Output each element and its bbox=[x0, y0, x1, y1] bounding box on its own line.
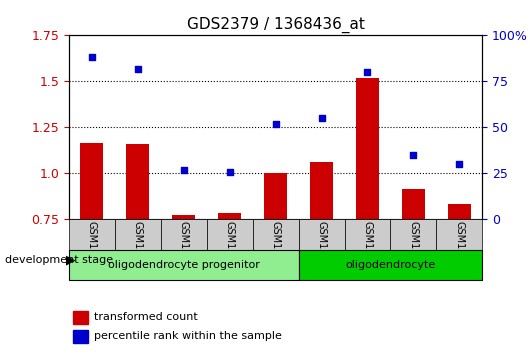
Bar bbox=[73, 330, 87, 343]
Text: GSM138219: GSM138219 bbox=[133, 221, 143, 280]
FancyBboxPatch shape bbox=[161, 219, 207, 250]
Point bbox=[134, 66, 142, 72]
Text: oligodendrocyte: oligodendrocyte bbox=[346, 259, 436, 270]
Bar bbox=[402, 189, 425, 219]
FancyBboxPatch shape bbox=[344, 219, 391, 250]
FancyBboxPatch shape bbox=[69, 250, 298, 280]
FancyBboxPatch shape bbox=[298, 219, 344, 250]
Text: percentile rank within the sample: percentile rank within the sample bbox=[94, 331, 281, 341]
Bar bbox=[126, 144, 149, 219]
Bar bbox=[73, 311, 87, 324]
Text: GSM138225: GSM138225 bbox=[409, 221, 418, 280]
Bar bbox=[310, 162, 333, 219]
Point bbox=[409, 152, 418, 158]
Bar bbox=[448, 204, 471, 219]
Text: development stage: development stage bbox=[5, 255, 113, 265]
Title: GDS2379 / 1368436_at: GDS2379 / 1368436_at bbox=[187, 16, 365, 33]
Point bbox=[225, 169, 234, 175]
Text: ▶: ▶ bbox=[66, 254, 76, 267]
FancyBboxPatch shape bbox=[436, 219, 482, 250]
Bar bbox=[172, 215, 195, 219]
Text: GSM138222: GSM138222 bbox=[271, 221, 280, 280]
Point bbox=[87, 55, 96, 60]
Text: transformed count: transformed count bbox=[94, 312, 198, 322]
Text: GSM138229: GSM138229 bbox=[454, 221, 464, 280]
Text: GSM138218: GSM138218 bbox=[87, 221, 97, 280]
FancyBboxPatch shape bbox=[253, 219, 298, 250]
Text: oligodendrocyte progenitor: oligodendrocyte progenitor bbox=[108, 259, 260, 270]
Bar bbox=[81, 143, 103, 219]
Point bbox=[455, 161, 464, 167]
Point bbox=[271, 121, 280, 127]
Point bbox=[180, 167, 188, 173]
Text: GSM138220: GSM138220 bbox=[179, 221, 189, 280]
FancyBboxPatch shape bbox=[69, 219, 115, 250]
Bar bbox=[264, 172, 287, 219]
Text: GSM138223: GSM138223 bbox=[316, 221, 326, 280]
FancyBboxPatch shape bbox=[207, 219, 253, 250]
FancyBboxPatch shape bbox=[391, 219, 436, 250]
Bar bbox=[218, 213, 241, 219]
FancyBboxPatch shape bbox=[115, 219, 161, 250]
FancyBboxPatch shape bbox=[298, 250, 482, 280]
Point bbox=[363, 69, 372, 75]
Bar bbox=[356, 78, 379, 219]
Text: GSM138221: GSM138221 bbox=[225, 221, 235, 280]
Text: GSM138224: GSM138224 bbox=[363, 221, 373, 280]
Point bbox=[317, 115, 326, 121]
